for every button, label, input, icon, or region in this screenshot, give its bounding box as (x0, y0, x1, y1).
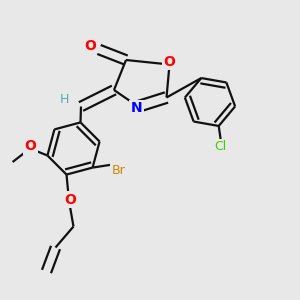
Text: Cl: Cl (214, 140, 226, 154)
Text: O: O (84, 40, 96, 53)
Text: O: O (64, 193, 76, 206)
Text: O: O (164, 55, 175, 68)
Text: H: H (60, 93, 69, 106)
Text: N: N (131, 101, 142, 115)
Text: O: O (25, 140, 37, 153)
Text: Br: Br (112, 164, 125, 178)
